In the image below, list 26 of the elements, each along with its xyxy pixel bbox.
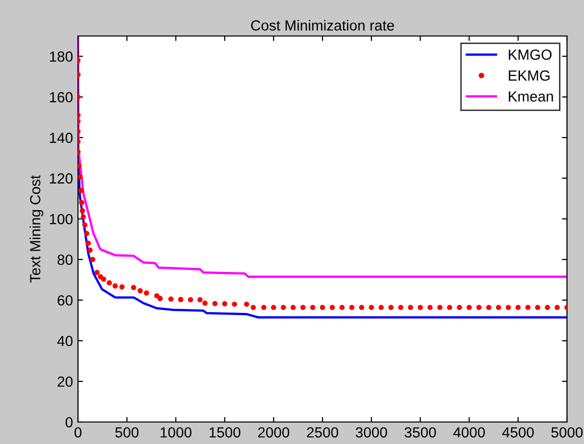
legend-label: EKMG <box>508 70 550 81</box>
y-tick-label: 60 <box>58 295 73 306</box>
x-tick-label: 2000 <box>258 427 290 438</box>
x-tick-label: 500 <box>115 427 138 438</box>
y-tick-label: 140 <box>50 132 73 144</box>
y-tick-label: 160 <box>50 92 73 102</box>
x-tick-label: 1500 <box>210 427 240 438</box>
y-tick-label: 20 <box>58 376 73 387</box>
y-tick-label: 120 <box>50 173 73 184</box>
y-tick-label: 0 <box>66 417 73 428</box>
x-tick-label: 1000 <box>160 427 192 438</box>
y-tick-label: 80 <box>58 254 73 265</box>
x-tick-label: 3000 <box>356 427 388 438</box>
x-tick-label: 0 <box>74 427 82 438</box>
legend-label: Kmean <box>508 91 553 102</box>
x-tick-label: 5000 <box>551 427 583 438</box>
y-tick-label: 40 <box>57 336 73 346</box>
x-tick-label: 3500 <box>404 427 436 438</box>
x-tick-label: 4500 <box>502 427 534 438</box>
chart-title: Cost Minimization rate <box>251 20 394 31</box>
x-tick-label: 4000 <box>453 427 485 438</box>
y-axis-title: Text Mining Cost <box>30 175 44 283</box>
legend-label: KMGO <box>508 50 552 60</box>
y-tick-label: 100 <box>50 214 73 224</box>
y-tick-label: 180 <box>50 51 73 62</box>
x-tick-label: 2500 <box>307 427 338 438</box>
